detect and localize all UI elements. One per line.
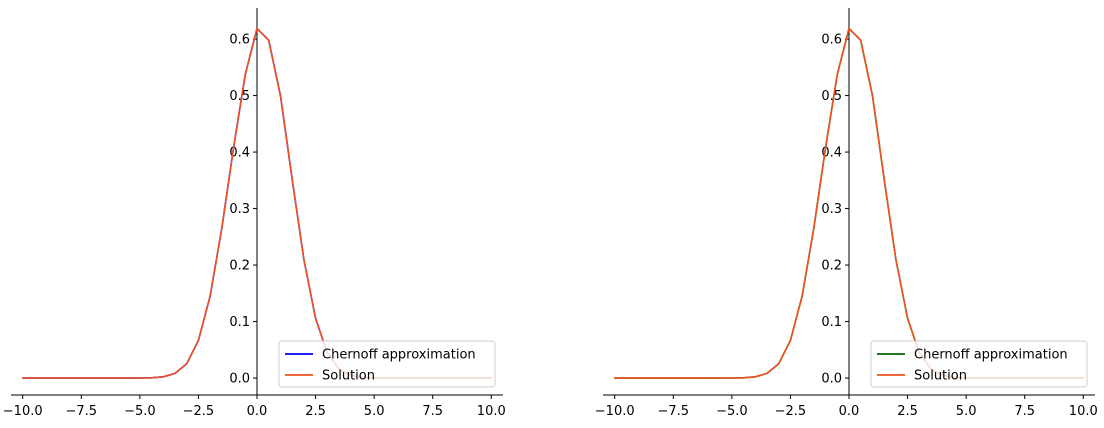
y-tick-label: 0.3	[821, 202, 842, 217]
legend: Chernoff approximation Solution	[278, 340, 496, 388]
y-tick-label: 0.2	[229, 259, 250, 274]
legend-label: Solution	[322, 369, 375, 384]
y-tick-label: 0.6	[821, 33, 842, 48]
chart-panel-1: −10.0 −7.5 −5.0 −2.5 0.0 2.5 5.0 7.5 10.0 0.0 0.1 0…	[3, 8, 506, 419]
x-tick-label: −7.5	[65, 404, 97, 419]
y-tick-label: 0.2	[821, 259, 842, 274]
x-tick-label: 2.5	[305, 404, 326, 419]
x-tick-label: −7.5	[657, 404, 689, 419]
x-tick-label: 10.0	[477, 404, 506, 419]
x-tick-label: 2.5	[897, 404, 918, 419]
y-tick-label: 0.6	[229, 33, 250, 48]
y-tick-label: 0.0	[821, 372, 842, 387]
x-tick-label: −5.0	[716, 404, 748, 419]
y-tick-label: 0.4	[821, 146, 842, 161]
y-tick-label: 0.1	[821, 315, 842, 330]
x-tick-label: 5.0	[364, 404, 385, 419]
legend-box	[870, 340, 1088, 388]
x-tick-label: −10.0	[3, 404, 43, 419]
chart-panel-2: −10.0 −7.5 −5.0 −2.5 0.0 2.5 5.0 7.5 10.0 0.0 0.1 0…	[595, 8, 1098, 419]
x-tick-label: −2.5	[775, 404, 807, 419]
legend: Chernoff approximation Solution	[870, 340, 1088, 388]
y-tick-label: 0.1	[229, 315, 250, 330]
y-tick-label: 0.0	[229, 372, 250, 387]
x-tick-label: 7.5	[422, 404, 443, 419]
y-tick-label: 0.4	[229, 146, 250, 161]
y-tick-label: 0.5	[229, 89, 250, 104]
x-tick-label: −2.5	[183, 404, 215, 419]
x-tick-label: 10.0	[1069, 404, 1098, 419]
x-tick-label: −10.0	[595, 404, 635, 419]
y-tick-label: 0.5	[821, 89, 842, 104]
x-tick-label: 0.0	[247, 404, 268, 419]
x-tick-label: −5.0	[124, 404, 156, 419]
x-tick-label: 5.0	[956, 404, 977, 419]
legend-box	[278, 340, 496, 388]
y-tick-label: 0.3	[229, 202, 250, 217]
x-tick-label: 7.5	[1014, 404, 1035, 419]
legend-label: Solution	[914, 369, 967, 384]
x-tick-label: 0.0	[839, 404, 860, 419]
legend-label: Chernoff approximation	[322, 348, 476, 363]
legend-label: Chernoff approximation	[914, 348, 1068, 363]
